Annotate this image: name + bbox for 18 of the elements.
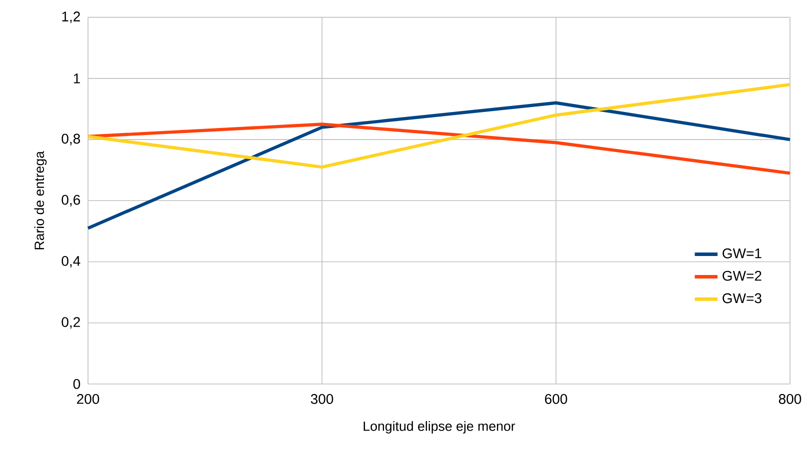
legend-label: GW=3 [722, 293, 762, 304]
y-tick-label: 0,2 [62, 317, 80, 329]
legend-label: GW=1 [722, 248, 762, 258]
x-tick-label: 200 [77, 394, 100, 404]
legend-label: GW=2 [722, 270, 762, 281]
x-tick-label: 600 [545, 394, 568, 404]
y-axis-title: Rario de entrega [34, 151, 47, 250]
x-axis-title: Longitud elipse eje menor [364, 421, 516, 434]
y-tick-label: 1,2 [62, 12, 80, 24]
y-tick-label: 0 [73, 379, 80, 389]
y-tick-label: 0,8 [62, 134, 80, 146]
y-tick-label: 0,4 [62, 256, 80, 268]
y-tick-label: 0,6 [62, 194, 80, 206]
x-tick-label: 800 [778, 394, 802, 404]
line-series [86, 82, 792, 169]
x-tick-label: 300 [310, 394, 334, 404]
y-tick-label: 1 [74, 74, 80, 84]
line-series [86, 101, 792, 230]
